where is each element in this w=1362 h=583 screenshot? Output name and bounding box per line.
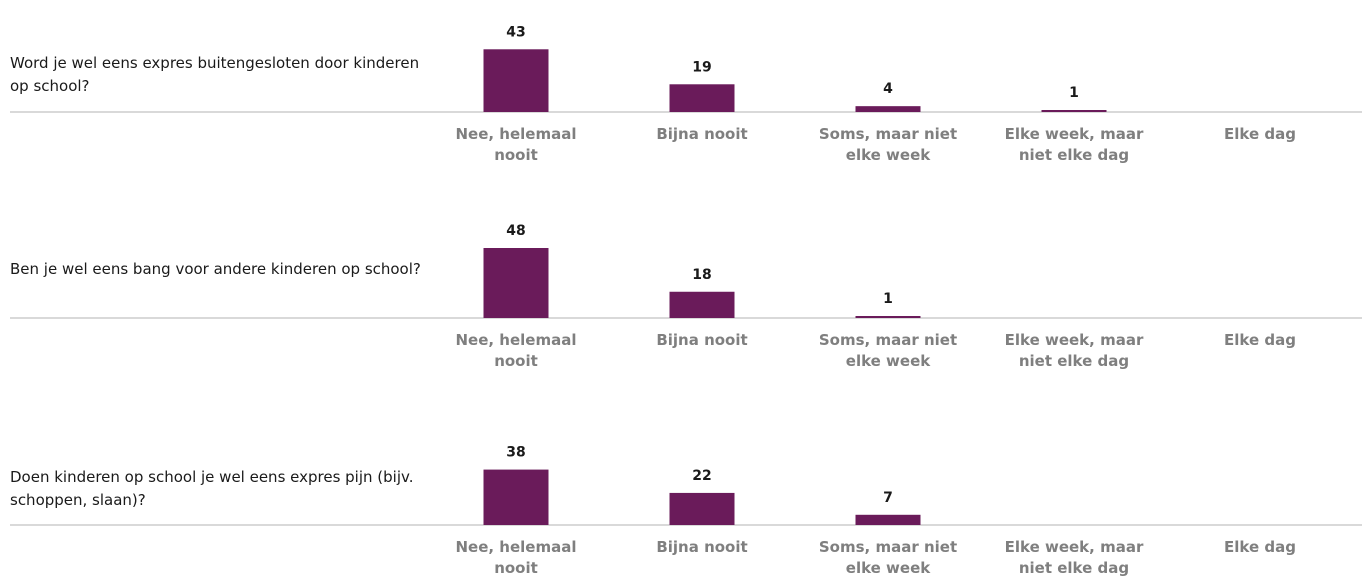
- chart-2-bar-1: [483, 248, 549, 318]
- chart-3-category-label-5: Elke dag: [1224, 538, 1296, 556]
- chart-2-value-label-2: 18: [692, 267, 711, 283]
- chart-1-bar-2: [669, 84, 735, 112]
- question-1-label: Word je wel eens expres buitengesloten d…: [10, 54, 420, 95]
- chart-1-category-label-1: Nee, helemaal nooit: [455, 125, 576, 164]
- chart-1-value-label-3: 4: [883, 81, 893, 97]
- chart-3-value-label-3: 7: [883, 490, 893, 506]
- chart-2-category-label-2: Bijna nooit: [656, 331, 747, 349]
- chart-1-bar-3: [855, 106, 921, 112]
- chart-3-category-label-1: Nee, helemaal nooit: [455, 538, 576, 577]
- chart-1-value-label-1: 43: [506, 24, 525, 40]
- chart-3-category-label-4: Elke week, maar niet elke dag: [1005, 538, 1144, 577]
- chart-2-value-label-3: 1: [883, 291, 893, 307]
- chart-1-category-label-3: Soms, maar niet elke week: [819, 125, 957, 164]
- chart-2-category-label-3: Soms, maar niet elke week: [819, 331, 957, 370]
- chart-3-category-label-2: Bijna nooit: [656, 538, 747, 556]
- chart-1-category-label-2: Bijna nooit: [656, 125, 747, 143]
- chart-2-category-label-1: Nee, helemaal nooit: [455, 331, 576, 370]
- chart-1-category-label-4: Elke week, maar niet elke dag: [1005, 125, 1144, 164]
- chart-3-bar-1: [483, 469, 549, 525]
- chart-1-value-label-4: 1: [1069, 85, 1079, 101]
- chart-3-bar-3: [855, 514, 921, 525]
- chart-2-category-label-4: Elke week, maar niet elke dag: [1005, 331, 1144, 370]
- chart-1-category-label-5: Elke dag: [1224, 125, 1296, 143]
- chart-3-value-label-2: 22: [692, 468, 711, 484]
- chart-2-bar-3: [855, 316, 921, 318]
- chart-3-category-label-3: Soms, maar niet elke week: [819, 538, 957, 577]
- chart-2-category-label-5: Elke dag: [1224, 331, 1296, 349]
- chart-3-value-label-1: 38: [506, 445, 525, 461]
- chart-2-bar-2: [669, 291, 735, 318]
- chart-1-bar-1: [483, 49, 549, 112]
- chart-1-value-label-2: 19: [692, 59, 711, 75]
- chart-3-bar-2: [669, 492, 735, 525]
- chart-2-value-label-1: 48: [506, 223, 525, 239]
- question-3-label: Doen kinderen op school je wel eens expr…: [10, 468, 414, 509]
- chart-1-bar-4: [1041, 110, 1107, 112]
- question-2-label: Ben je wel eens bang voor andere kindere…: [10, 260, 421, 278]
